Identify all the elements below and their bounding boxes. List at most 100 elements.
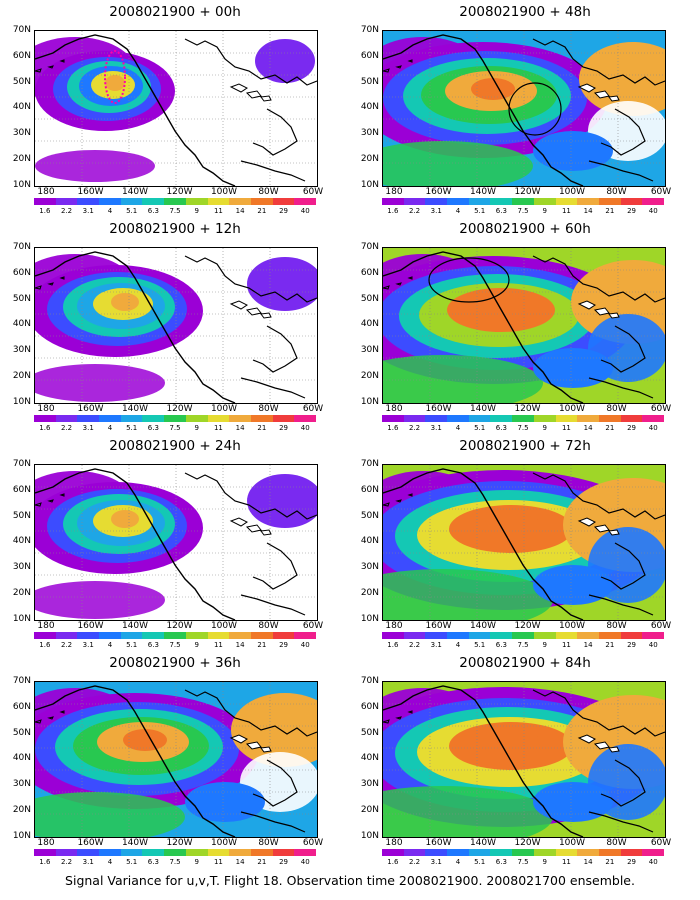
colorbar-label: 2.2 xyxy=(408,207,421,215)
colorbar-swatch xyxy=(382,849,404,856)
colorbar-label: 5.1 xyxy=(474,858,486,866)
colorbar-label: 6.3 xyxy=(495,207,507,215)
longitude-label: 120W xyxy=(166,621,193,631)
longitude-label: 80W xyxy=(606,404,627,414)
latitude-label: 60N xyxy=(360,484,379,495)
latitude-label: 70N xyxy=(360,25,379,35)
longitude-label: 80W xyxy=(258,621,279,631)
colorbar-label: 40 xyxy=(648,207,658,215)
colorbar-label: 5.1 xyxy=(126,641,138,649)
colorbar xyxy=(34,415,316,422)
colorbar-label: 40 xyxy=(300,424,310,432)
colorbar-label: 2.2 xyxy=(60,858,73,866)
colorbar-swatch xyxy=(34,849,56,856)
colorbar-swatch xyxy=(250,198,273,205)
longitude-label: 80W xyxy=(258,404,279,414)
colorbar-label: 7.5 xyxy=(517,207,529,215)
colorbar-swatch xyxy=(598,415,621,422)
longitude-label: 180 xyxy=(385,621,403,631)
colorbar-swatch xyxy=(425,632,448,639)
colorbar-label: 29 xyxy=(627,858,636,866)
longitude-label: 160W xyxy=(425,404,452,414)
panel-title: 2008021900 + 84h xyxy=(459,655,591,671)
colorbar-swatch xyxy=(468,632,491,639)
latitude-label: 30N xyxy=(12,562,31,573)
colorbar-label: 40 xyxy=(300,207,310,215)
colorbar-swatch xyxy=(77,849,100,856)
colorbar-swatch xyxy=(185,849,208,856)
colorbar-label: 21 xyxy=(605,207,615,215)
colorbar-label: 7.5 xyxy=(517,858,529,866)
colorbar-label: 7.5 xyxy=(169,207,181,215)
longitude-label: 140W xyxy=(121,404,149,414)
colorbar-swatch xyxy=(55,632,78,639)
colorbar-label: 14 xyxy=(583,207,593,215)
colorbar-swatch xyxy=(642,849,664,856)
latitude-label: 30N xyxy=(12,128,31,139)
colorbar-label: 4 xyxy=(455,858,461,866)
figure-caption: Signal Variance for u,v,T. Flight 18. Ob… xyxy=(65,873,635,888)
longitude-label: 60W xyxy=(650,838,672,848)
longitude-label: 120W xyxy=(166,838,193,848)
colorbar-swatch xyxy=(468,415,491,422)
colorbar-swatch xyxy=(294,198,316,205)
colorbar-swatch xyxy=(468,198,491,205)
latitude-label: 10N xyxy=(360,613,379,624)
colorbar-label: 7.5 xyxy=(517,641,529,649)
latitude-label: 10N xyxy=(12,830,31,841)
longitude-label: 140W xyxy=(121,187,149,197)
colorbar-label: 3.1 xyxy=(430,207,442,215)
colorbar-label: 1.6 xyxy=(387,424,399,432)
longitude-label: 140W xyxy=(121,838,149,848)
latitude-label: 10N xyxy=(12,179,31,190)
colorbar-label: 4 xyxy=(107,207,113,215)
colorbar-label: 2.2 xyxy=(60,424,73,432)
latitude-label: 70N xyxy=(12,25,31,35)
variance-map xyxy=(382,681,666,838)
colorbar-swatch xyxy=(533,632,556,639)
map-panel: 2008021900 + 00h 70N 60N 50N 40N 30N 20N 10N 18… xyxy=(0,0,350,218)
latitude-label: 50N xyxy=(360,293,379,304)
colorbar-label: 6.3 xyxy=(495,424,507,432)
colorbar-label: 1.6 xyxy=(39,641,51,649)
colorbar-label: 11 xyxy=(213,858,223,866)
colorbar-swatch xyxy=(620,849,643,856)
colorbar-label: 2.2 xyxy=(60,207,73,215)
latitude-label: 20N xyxy=(360,371,379,381)
panel-title: 2008021900 + 60h xyxy=(459,221,591,237)
colorbar-label: 3.1 xyxy=(82,207,94,215)
colorbar-label: 29 xyxy=(279,858,288,866)
colorbar-swatch xyxy=(577,849,599,856)
colorbar-label: 40 xyxy=(648,858,658,866)
colorbar-swatch xyxy=(272,415,295,422)
colorbar-swatch xyxy=(294,415,316,422)
colorbar-swatch xyxy=(250,849,273,856)
colorbar-swatch xyxy=(382,632,404,639)
colorbar-label: 6.3 xyxy=(147,207,159,215)
latitude-label: 70N xyxy=(12,676,31,686)
colorbar-label: 3.1 xyxy=(430,424,442,432)
colorbar-swatch xyxy=(598,198,621,205)
colorbar-swatch xyxy=(229,849,251,856)
colorbar-label: 11 xyxy=(213,641,223,649)
colorbar xyxy=(382,849,664,856)
colorbar-label: 29 xyxy=(279,424,288,432)
colorbar-swatch xyxy=(185,415,208,422)
longitude-label: 160W xyxy=(77,187,104,197)
longitude-label: 180 xyxy=(385,187,403,197)
panel-title: 2008021900 + 24h xyxy=(109,438,241,454)
latitude-label: 30N xyxy=(12,345,31,356)
colorbar-swatch xyxy=(642,415,664,422)
colorbar-label: 40 xyxy=(300,858,310,866)
longitude-label: 160W xyxy=(77,404,104,414)
colorbar-label: 6.3 xyxy=(147,858,159,866)
colorbar-swatch xyxy=(533,198,556,205)
longitude-label: 180 xyxy=(385,404,403,414)
colorbar-label: 3.1 xyxy=(82,641,94,649)
map-panel: 2008021900 + 60h 70N 60N 50N 40N 30N 20N 10N 18… xyxy=(350,217,700,435)
latitude-label: 70N xyxy=(360,242,379,252)
latitude-label: 40N xyxy=(360,102,379,113)
colorbar-swatch xyxy=(229,415,251,422)
latitude-label: 60N xyxy=(360,701,379,712)
latitude-label: 50N xyxy=(360,727,379,738)
